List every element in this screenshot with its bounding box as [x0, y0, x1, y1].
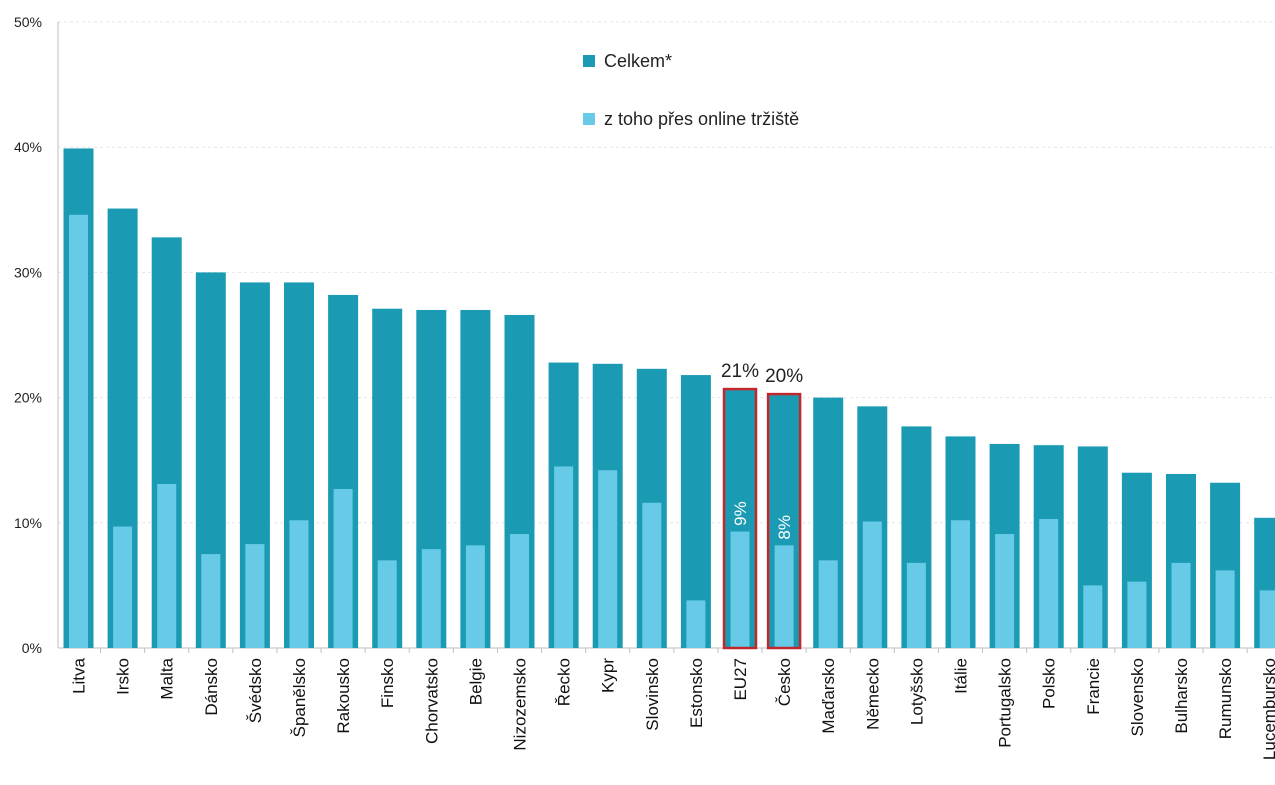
y-tick-label: 0%	[22, 640, 42, 656]
bar-online-marketplace	[774, 545, 794, 648]
legend-swatch-total	[583, 55, 595, 67]
x-tick-label: Dánsko	[202, 658, 221, 716]
bar-online-marketplace	[1127, 581, 1147, 648]
annotations: 21% 9% 20% 8%	[721, 361, 803, 650]
bar-online-marketplace	[245, 544, 265, 648]
bar-online-marketplace	[1259, 590, 1275, 648]
x-tick-label: Rumunsko	[1216, 658, 1235, 739]
x-tick-label: Lotyšsko	[907, 658, 926, 725]
legend: Celkem* z toho přes online tržiště	[583, 51, 799, 129]
x-tick-label: Česko	[775, 658, 794, 706]
bar-online-marketplace	[995, 534, 1015, 648]
x-tick-label: EU27	[731, 658, 750, 701]
x-tick-label: Irsko	[114, 658, 133, 695]
bar-online-marketplace	[686, 600, 706, 648]
x-tick-label: Finsko	[378, 658, 397, 708]
x-tick-label: Švédsko	[246, 658, 265, 723]
legend-label-online: z toho přes online tržiště	[604, 109, 799, 129]
bar-online-marketplace	[1215, 570, 1235, 648]
y-tick-label: 40%	[14, 139, 42, 155]
x-tick-label: Lucembursko	[1260, 658, 1275, 760]
bar-online-marketplace	[289, 520, 309, 648]
y-tick-label: 20%	[14, 390, 42, 406]
bar-online-marketplace	[510, 534, 529, 648]
x-tick-label: Řecko	[555, 658, 574, 706]
legend-label-total: Celkem*	[604, 51, 672, 71]
bar-online-marketplace	[642, 502, 662, 648]
bar-online-marketplace	[906, 562, 926, 648]
legend-swatch-online	[583, 113, 595, 125]
online-value-label: 8%	[775, 515, 794, 540]
y-tick-label: 50%	[14, 14, 42, 30]
bar-online-marketplace	[1171, 562, 1191, 648]
x-tick-label: Bulharsko	[1172, 658, 1191, 734]
x-tick-label: Estonsko	[687, 658, 706, 728]
x-tick-label: Kypr	[599, 658, 618, 693]
total-value-label: 21%	[721, 361, 759, 382]
x-tick-label: Malta	[158, 657, 177, 699]
total-value-label: 20%	[765, 366, 803, 387]
bar-online-marketplace	[377, 560, 397, 648]
x-axis-category-labels: Litva Irsko Malta Dánsko Švédsko Španělsko Rak…	[70, 657, 1275, 760]
highlight-outline	[766, 392, 802, 650]
online-value-label: 9%	[731, 501, 750, 526]
x-tick-label: Maďarsko	[819, 658, 838, 734]
bar-online-marketplace	[333, 488, 353, 648]
x-tick-label: Nizozemsko	[511, 658, 530, 751]
y-tick-label: 10%	[14, 515, 42, 531]
x-tick-label: Španělsko	[290, 658, 309, 737]
y-tick-label: 30%	[14, 264, 42, 280]
x-tick-label: Belgie	[466, 658, 485, 705]
bar-online-marketplace	[862, 521, 882, 648]
bar-online-marketplace	[421, 549, 441, 648]
bar-online-marketplace	[818, 560, 838, 648]
x-tick-label: Chorvatsko	[422, 658, 441, 744]
bar-online-marketplace	[201, 554, 221, 648]
bar-online-marketplace	[1039, 519, 1059, 648]
x-tick-label: Francie	[1084, 658, 1103, 715]
bar-online-marketplace	[554, 466, 574, 648]
bar-online-marketplace	[113, 526, 133, 648]
highlight-outline	[722, 387, 758, 650]
x-tick-label: Itálie	[952, 658, 971, 694]
bars	[63, 148, 1275, 649]
x-tick-label: Portugalsko	[996, 658, 1015, 748]
x-tick-label: Slovinsko	[643, 658, 662, 731]
bar-online-marketplace	[951, 520, 970, 648]
bar-online-marketplace	[465, 545, 485, 648]
bar-online-marketplace	[69, 214, 88, 649]
x-tick-label: Slovensko	[1128, 658, 1147, 736]
x-tick-label: Litva	[70, 657, 89, 693]
x-tick-label: Polsko	[1040, 658, 1059, 709]
bar-online-marketplace	[1083, 585, 1103, 648]
x-tick-label: Rakousko	[334, 658, 353, 734]
bar-online-marketplace	[730, 531, 750, 648]
bar-online-marketplace	[598, 470, 618, 648]
bar-online-marketplace	[157, 483, 177, 648]
x-tick-label: Německo	[863, 658, 882, 730]
